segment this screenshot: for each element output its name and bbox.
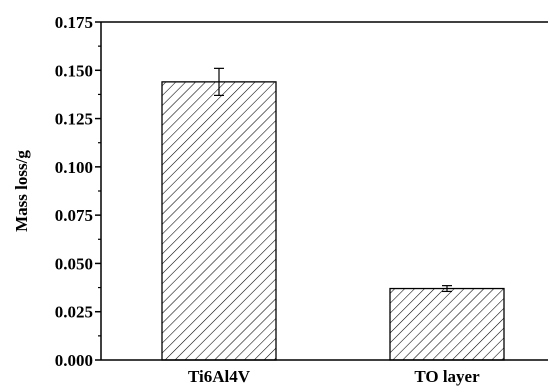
x-category-label: Ti6Al4V — [188, 367, 251, 386]
bar-2 — [389, 287, 505, 361]
y-tick-label: 0.150 — [55, 61, 93, 80]
y-tick-label: 0.175 — [55, 13, 93, 32]
y-tick-label: 0.025 — [55, 303, 93, 322]
y-tick-label: 0.100 — [55, 158, 93, 177]
y-axis-title: Mass loss/g — [12, 150, 31, 232]
y-tick-label: 0.050 — [55, 254, 93, 273]
bar-1 — [161, 81, 277, 361]
y-tick-label: 0.125 — [55, 110, 93, 129]
y-tick-label: 0.075 — [55, 206, 93, 225]
plot-area: 0.000 0.025 0.050 0.075 0.100 0.125 0.150 0.175… — [55, 13, 548, 386]
x-category-label: TO layer — [414, 367, 480, 386]
y-tick-label: 0.000 — [55, 351, 93, 370]
